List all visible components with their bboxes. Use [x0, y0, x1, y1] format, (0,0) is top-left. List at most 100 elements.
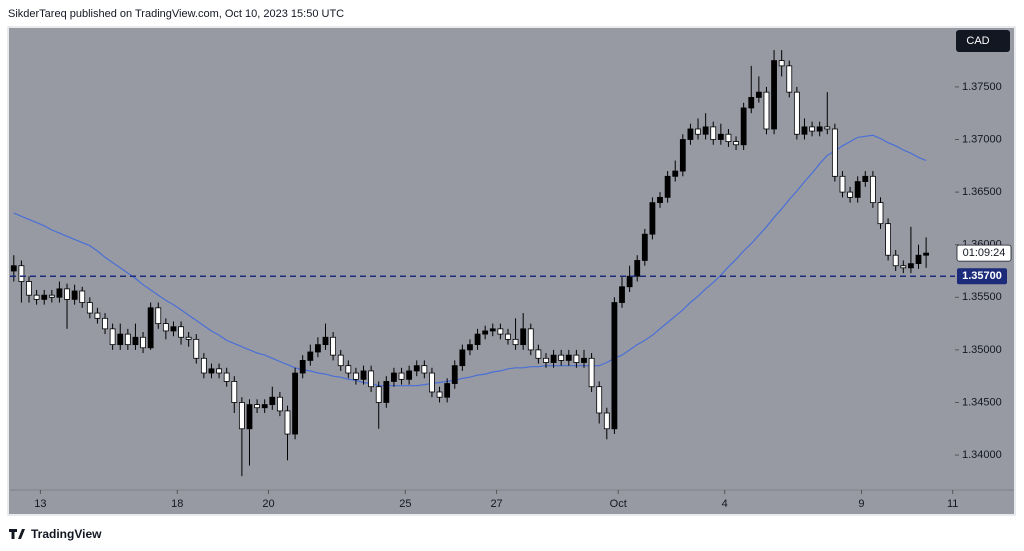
candle-body	[923, 252, 930, 256]
header: SikderTareq published on TradingView.com…	[8, 8, 344, 20]
candle-body	[801, 126, 808, 135]
candle-body	[315, 344, 321, 353]
candle-body	[877, 202, 884, 225]
candle-body	[489, 328, 496, 332]
candle-body	[10, 265, 17, 272]
countdown-box	[956, 244, 1012, 262]
candle-body	[695, 128, 701, 135]
candle-body	[398, 372, 405, 380]
logo	[9, 529, 25, 539]
candle-body	[611, 302, 618, 430]
candle-body	[208, 368, 215, 374]
x-tick-label: 18	[171, 498, 183, 510]
x-tick-label: 25	[399, 498, 411, 510]
currency-button[interactable]	[956, 30, 1010, 52]
candle-body	[467, 344, 473, 351]
candle-body	[763, 91, 770, 130]
x-tick-label: 4	[722, 498, 728, 510]
candle-body	[908, 263, 914, 269]
candle-body	[140, 336, 146, 349]
candle-body	[322, 336, 329, 346]
candle-body	[831, 128, 838, 177]
candle-body	[360, 370, 367, 380]
candle-body	[725, 133, 732, 143]
y-tick-label: 1.35000	[962, 344, 1002, 356]
candle-body	[71, 290, 78, 300]
candle-body	[733, 141, 739, 146]
candle-body	[170, 326, 177, 332]
candle-body	[497, 328, 504, 335]
candle-body	[702, 126, 709, 135]
x-tick-label: 20	[262, 498, 274, 510]
candle-body	[869, 175, 876, 204]
candle-body	[79, 290, 86, 303]
candle-body	[543, 357, 549, 363]
candle-body	[892, 254, 899, 267]
candle-body	[413, 365, 420, 372]
candle-body	[193, 338, 200, 359]
candle-body	[292, 372, 298, 435]
candle-body	[634, 260, 641, 277]
candle-body	[847, 191, 853, 198]
candle-body	[421, 365, 428, 374]
candle-body	[155, 307, 162, 324]
candle-body	[307, 351, 314, 361]
candle-body	[710, 126, 717, 140]
candle-body	[261, 404, 268, 409]
candle-body	[406, 370, 413, 380]
candle-body	[687, 128, 694, 140]
x-tick-label: 11	[947, 498, 958, 510]
candle-body	[740, 107, 747, 146]
candle-body	[824, 126, 831, 130]
candle-body	[64, 288, 70, 300]
candle-body	[391, 372, 397, 382]
price-label-box	[957, 268, 1007, 285]
candle-body	[216, 368, 222, 374]
x-tick-label: 13	[34, 498, 46, 510]
candle-body	[345, 365, 352, 374]
candle-body	[254, 404, 260, 409]
candle-body	[505, 333, 511, 340]
frame	[7, 26, 1016, 516]
candle-body	[185, 336, 192, 340]
y-tick-label: 1.37000	[962, 133, 1002, 145]
candle-body	[573, 354, 580, 363]
price-label: 1.35700	[962, 270, 1002, 282]
candle-body	[619, 286, 625, 303]
candle-body	[520, 328, 527, 346]
candle-body	[56, 288, 63, 298]
candle-body	[626, 275, 633, 288]
candle-body	[459, 349, 466, 367]
candle-body	[900, 265, 907, 269]
candle-body	[672, 170, 679, 177]
candle-body	[353, 372, 359, 380]
x-tick-label: Oct	[610, 498, 627, 510]
candle-body	[276, 396, 283, 412]
candle-body	[337, 354, 344, 367]
candle-body	[41, 294, 48, 300]
y-tick-label: 1.35500	[962, 291, 1002, 303]
candle-body	[86, 302, 93, 314]
candle-body	[330, 336, 337, 356]
candle-body	[429, 372, 435, 393]
candle-body	[550, 354, 557, 363]
candle-body	[238, 402, 245, 430]
candle-body	[162, 323, 169, 332]
candle-body	[664, 175, 671, 198]
candle-body	[527, 328, 534, 351]
candle-body	[679, 139, 686, 172]
candle-body	[854, 181, 861, 198]
candle-body	[809, 126, 815, 132]
currency-label: CAD	[966, 35, 989, 47]
candle-body	[109, 328, 116, 346]
candle-body	[132, 336, 139, 346]
candle-body	[299, 360, 306, 374]
candle-body	[451, 365, 458, 384]
candle-body	[535, 349, 542, 359]
candle-body	[862, 175, 869, 182]
candle-body	[603, 412, 610, 430]
candle-body	[885, 223, 891, 256]
candle-body	[383, 381, 390, 403]
candle-body	[33, 294, 40, 300]
